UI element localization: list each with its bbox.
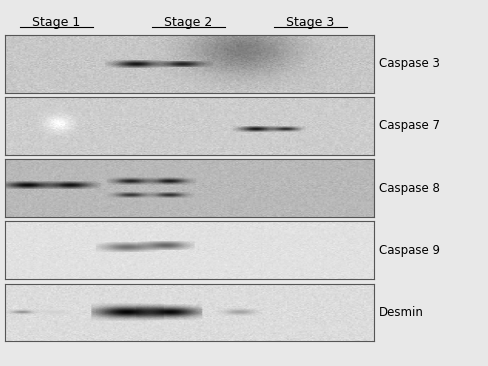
Text: Caspase 9: Caspase 9 [378, 244, 439, 257]
Text: Desmin: Desmin [378, 306, 423, 319]
Text: Caspase 7: Caspase 7 [378, 119, 439, 132]
Text: Caspase 3: Caspase 3 [378, 57, 439, 70]
Text: Stage 2: Stage 2 [164, 16, 212, 30]
Text: Stage 1: Stage 1 [32, 16, 80, 30]
Text: Caspase 8: Caspase 8 [378, 182, 439, 195]
Text: Stage 3: Stage 3 [286, 16, 334, 30]
